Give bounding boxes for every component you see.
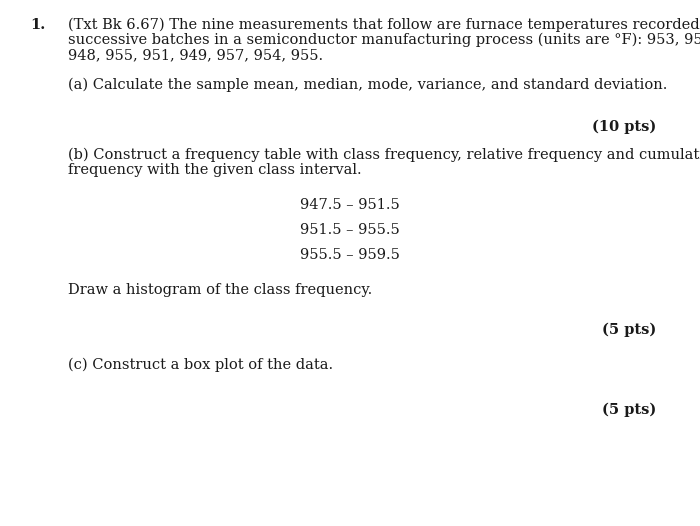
- Text: (10 pts): (10 pts): [592, 120, 656, 134]
- Text: 951.5 – 955.5: 951.5 – 955.5: [300, 223, 400, 237]
- Text: 955.5 – 959.5: 955.5 – 959.5: [300, 248, 400, 262]
- Text: (a) Calculate the sample mean, median, mode, variance, and standard deviation.: (a) Calculate the sample mean, median, m…: [68, 78, 667, 93]
- Text: successive batches in a semiconductor manufacturing process (units are °F): 953,: successive batches in a semiconductor ma…: [68, 33, 700, 47]
- Text: 947.5 – 951.5: 947.5 – 951.5: [300, 198, 400, 212]
- Text: (5 pts): (5 pts): [602, 323, 656, 337]
- Text: 1.: 1.: [30, 18, 46, 32]
- Text: frequency with the given class interval.: frequency with the given class interval.: [68, 163, 362, 177]
- Text: 948, 955, 951, 949, 957, 954, 955.: 948, 955, 951, 949, 957, 954, 955.: [68, 48, 323, 62]
- Text: (Txt Bk 6.67) The nine measurements that follow are furnace temperatures recorde: (Txt Bk 6.67) The nine measurements that…: [68, 18, 700, 33]
- Text: (b) Construct a frequency table with class frequency, relative frequency and cum: (b) Construct a frequency table with cla…: [68, 148, 700, 163]
- Text: Draw a histogram of the class frequency.: Draw a histogram of the class frequency.: [68, 283, 372, 297]
- Text: (5 pts): (5 pts): [602, 403, 656, 418]
- Text: (c) Construct a box plot of the data.: (c) Construct a box plot of the data.: [68, 358, 333, 372]
